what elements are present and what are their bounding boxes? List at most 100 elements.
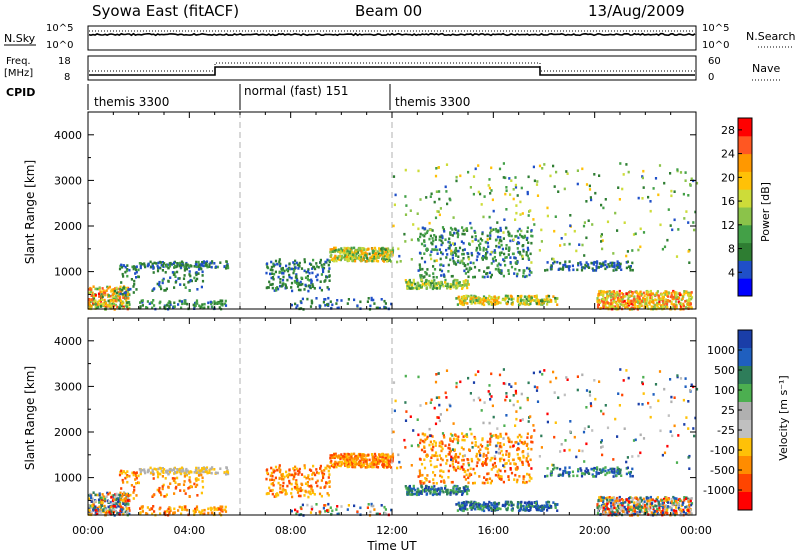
velocity-cell bbox=[382, 459, 385, 463]
velocity-cell bbox=[269, 478, 272, 482]
power-cell bbox=[606, 290, 609, 294]
velocity-cell bbox=[445, 454, 448, 458]
power-cell bbox=[298, 283, 301, 287]
power-cell bbox=[347, 298, 350, 301]
velocity-cell bbox=[335, 465, 338, 469]
velocity-cell bbox=[554, 506, 557, 509]
power-cell bbox=[670, 194, 673, 198]
power-cell bbox=[640, 304, 643, 308]
velocity-cell bbox=[291, 495, 294, 499]
power-cell bbox=[461, 287, 464, 290]
power-cell bbox=[190, 279, 193, 283]
power-cell bbox=[600, 293, 603, 296]
power-cell bbox=[432, 272, 435, 275]
power-cell bbox=[618, 297, 621, 301]
power-cell bbox=[516, 194, 519, 197]
power-cell bbox=[494, 227, 498, 231]
power-cell bbox=[654, 298, 657, 301]
power-cell bbox=[345, 251, 348, 254]
velocity-cell bbox=[350, 461, 353, 465]
power-cell bbox=[295, 261, 298, 265]
velocity-cell bbox=[506, 502, 509, 506]
power-cell bbox=[119, 285, 122, 289]
power-cell bbox=[119, 292, 122, 296]
velocity-cell bbox=[156, 475, 160, 479]
velocity-cell bbox=[610, 505, 613, 508]
power-cell bbox=[194, 304, 197, 307]
velocity-cell bbox=[274, 465, 278, 469]
velocity-cell bbox=[124, 476, 127, 480]
velocity-cell bbox=[454, 469, 458, 472]
power-cell bbox=[689, 293, 692, 297]
velocity-cell bbox=[523, 440, 526, 444]
velocity-cell bbox=[288, 479, 291, 483]
velocity-cell bbox=[190, 470, 193, 474]
power-cell bbox=[126, 293, 129, 296]
power-cell bbox=[566, 265, 569, 268]
power-cell bbox=[300, 267, 304, 270]
velocity-cell bbox=[567, 471, 570, 474]
power-cell bbox=[440, 239, 443, 243]
power-cell bbox=[616, 260, 619, 263]
velocity-cell bbox=[503, 458, 506, 462]
power-cell bbox=[559, 267, 562, 271]
velocity-cell bbox=[161, 475, 164, 478]
velocity-cell bbox=[266, 468, 269, 471]
power-cell bbox=[600, 235, 603, 238]
power-cell bbox=[426, 268, 429, 271]
velocity-cell bbox=[137, 474, 140, 478]
velocity-cell bbox=[588, 472, 591, 475]
power-cell bbox=[626, 250, 629, 253]
power-cell bbox=[580, 268, 584, 272]
power-cell bbox=[658, 302, 661, 306]
velocity-cell bbox=[281, 472, 284, 476]
velocity-cell bbox=[104, 497, 107, 501]
velocity-cell bbox=[340, 505, 343, 508]
power-cell bbox=[503, 218, 506, 221]
power-cell bbox=[537, 298, 540, 302]
velocity-cell bbox=[116, 500, 120, 504]
velocity-cell bbox=[122, 470, 126, 474]
power-cell bbox=[225, 264, 228, 267]
velocity-cell bbox=[186, 508, 189, 512]
power-cell bbox=[457, 255, 460, 258]
power-cell bbox=[328, 279, 331, 282]
velocity-cell bbox=[210, 508, 213, 512]
power-cell bbox=[197, 272, 200, 275]
power-cell bbox=[329, 250, 332, 254]
power-cell bbox=[316, 273, 319, 277]
velocity-cell bbox=[686, 497, 689, 501]
power-cell bbox=[440, 269, 444, 273]
power-cell bbox=[113, 292, 116, 295]
power-cell bbox=[433, 234, 436, 237]
velocity-cell bbox=[624, 508, 627, 511]
velocity-cell bbox=[119, 505, 122, 509]
velocity-cell bbox=[602, 470, 605, 473]
power-cell bbox=[383, 299, 386, 303]
power-cell bbox=[445, 163, 449, 166]
velocity-cell bbox=[530, 477, 533, 480]
velocity-cell bbox=[345, 453, 348, 456]
power-cell bbox=[373, 252, 376, 256]
power-cell bbox=[135, 276, 138, 279]
velocity-cell bbox=[484, 460, 487, 463]
power-cell bbox=[676, 169, 679, 173]
power-cell bbox=[489, 231, 492, 235]
power-cell bbox=[345, 257, 348, 261]
power-cell bbox=[566, 172, 569, 175]
power-cell bbox=[141, 262, 144, 266]
power-cell bbox=[106, 303, 109, 307]
velocity-cell bbox=[98, 501, 101, 504]
power-cell bbox=[614, 211, 617, 215]
power-cell bbox=[444, 238, 447, 241]
velocity-cell bbox=[421, 473, 424, 477]
power-cell bbox=[644, 297, 647, 301]
velocity-cell bbox=[128, 506, 131, 510]
power-cell bbox=[563, 243, 566, 246]
power-cell bbox=[487, 184, 490, 187]
power-cell bbox=[91, 298, 94, 301]
power-cell bbox=[408, 282, 411, 286]
velocity-cell bbox=[323, 469, 326, 472]
power-cell bbox=[637, 305, 640, 308]
power-cell bbox=[351, 253, 354, 256]
